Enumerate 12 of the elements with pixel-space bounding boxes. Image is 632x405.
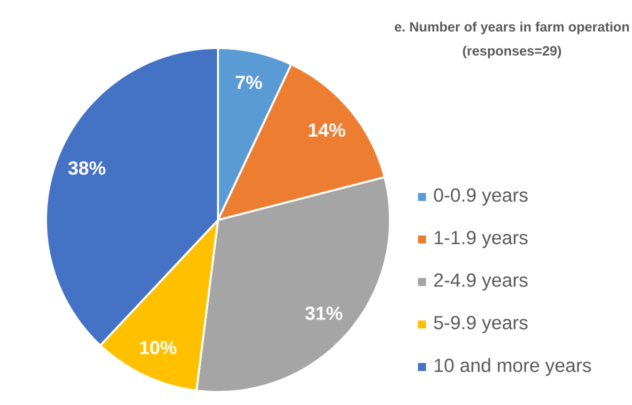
legend-label: 5-9.9 years (434, 316, 528, 334)
data-label: 7% (236, 76, 262, 90)
legend-label: 1-1.9 years (434, 230, 528, 248)
data-label: 10% (140, 340, 176, 354)
data-label: 38% (68, 161, 106, 175)
data-label: 31% (305, 306, 342, 320)
legend-label: 10 and more years (434, 358, 591, 376)
legend-label: 0-0.9 years (434, 188, 528, 206)
chart-subtitle: (responses=29) (462, 46, 562, 58)
chart-title: e. Number of years in farm operation (394, 22, 629, 34)
data-label: 14% (308, 123, 346, 137)
legend-label: 2-4.9 years (434, 273, 528, 291)
